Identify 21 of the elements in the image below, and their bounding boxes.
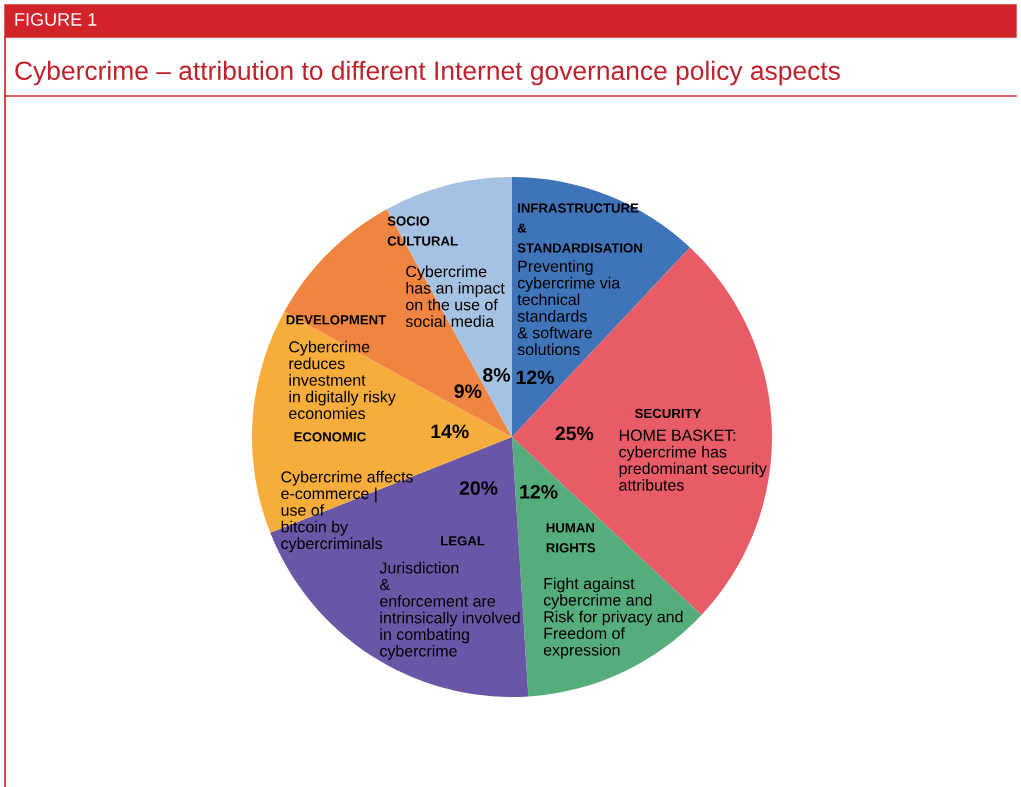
data-label: 9% <box>454 384 482 399</box>
data-label: 20% <box>459 481 498 495</box>
slice-label: HUMAN RIGHTS <box>546 523 596 553</box>
data-label: 12% <box>520 484 558 499</box>
chart-title: Cybercrime – attribution to different Internet governance policy aspects <box>15 60 840 86</box>
slice-label: ECONOMIC <box>294 432 366 442</box>
slice-label: INFRASTRUCTURE & STANDARDISATION <box>517 203 642 253</box>
data-label: 12% <box>516 370 554 385</box>
data-label: 8% <box>483 368 511 382</box>
text: Cybercrime affects e-commerce | use of bitcoin by cybercriminals <box>281 470 413 553</box>
slice-label: LEGAL <box>441 536 485 546</box>
slice-label: DEVELOPMENT <box>286 315 387 325</box>
text: Preventing cybercrime via technical standards & software solutions <box>517 260 621 356</box>
data-label: 25% <box>555 426 594 441</box>
slice-label: SECURITY <box>635 408 702 419</box>
text: Fight against cybercrime and Risk for privacy and Freedom of expression <box>543 577 683 659</box>
text: Cybercrime reduces investment in digitally risky economies <box>289 340 396 420</box>
text: Jurisdiction & enforcement are intrinsically involved in combating cybercrime <box>379 561 520 660</box>
text: HOME BASKET: cybercrime has predominant security attributes <box>619 429 767 491</box>
data-label: 14% <box>431 424 469 439</box>
caption: FIGURE 1 <box>15 13 97 26</box>
